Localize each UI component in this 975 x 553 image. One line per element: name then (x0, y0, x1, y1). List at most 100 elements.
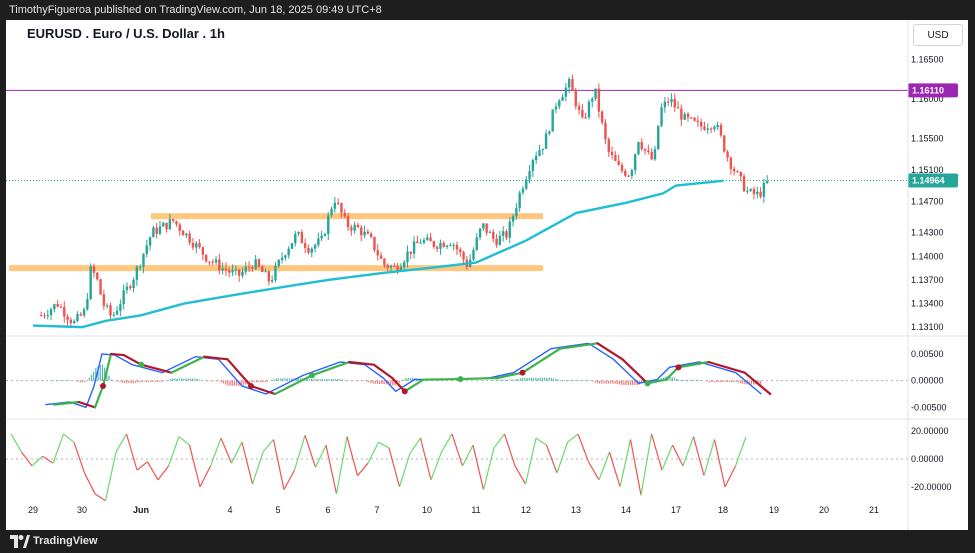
candle-body (287, 248, 290, 256)
candle-body (429, 237, 432, 242)
oscillator-segment (188, 444, 201, 488)
candle-body (175, 221, 178, 225)
macd-signal-segment (203, 355, 229, 361)
macd-signal-segment (391, 376, 406, 393)
candle-body (135, 266, 139, 280)
oscillator-segment (608, 451, 621, 488)
oscillator-segment (42, 455, 54, 464)
oscillator-segment (472, 444, 485, 490)
macd-signal-segment (743, 371, 772, 396)
macd-signal-segment (101, 352, 113, 388)
candle-body (317, 238, 320, 245)
candle-body (224, 268, 228, 271)
oscillator-segment (535, 437, 547, 446)
candle-body (759, 191, 762, 197)
macd-signal-segment (596, 342, 624, 361)
candle-body (567, 79, 571, 88)
candle-body (449, 245, 452, 247)
tradingview-logo-icon[interactable] (10, 535, 30, 548)
candle-body (198, 243, 201, 248)
macd-signal-segment (459, 376, 499, 381)
candle-body (122, 290, 125, 305)
chart-svg[interactable]: 1.16500 1.16000 1.15500 1.15100 1.14700 1.143… (6, 20, 968, 530)
oscillator-segment (430, 451, 443, 481)
candle-body (247, 266, 251, 268)
macd-tick-label: -0.00500 (911, 402, 947, 412)
time-tick-label: 11 (471, 505, 480, 515)
candle-body (49, 309, 53, 316)
time-tick-label: 21 (869, 505, 879, 515)
candle-body (574, 89, 577, 107)
oscillator-segment (283, 469, 296, 490)
candle-body (76, 314, 79, 321)
oscillator-segment (146, 461, 159, 481)
candle-body (142, 253, 145, 267)
macd-signal-segment (521, 347, 562, 374)
candle-body (132, 279, 135, 289)
candle-body (729, 157, 733, 169)
candle-body (333, 202, 337, 209)
candle-body (389, 265, 393, 268)
candle-body (145, 245, 148, 254)
macd-line (45, 342, 762, 409)
candle-body (752, 189, 756, 195)
candle-body (643, 148, 647, 151)
oscillator-segment (272, 439, 285, 490)
tradingview-brand[interactable]: TradingView (33, 535, 98, 547)
candle-body (650, 152, 653, 160)
candle-body (604, 122, 607, 140)
oscillator-segment (220, 437, 233, 464)
candle-body (713, 126, 716, 130)
candle-body (508, 221, 511, 238)
candle-body (630, 170, 634, 176)
oscillator-segment (388, 447, 401, 488)
candle-body (690, 117, 693, 119)
macd-cross-dot (457, 376, 464, 383)
price-label-text: 1.14964 (912, 175, 945, 185)
oscillator-segment (598, 451, 611, 481)
candle-body (300, 231, 304, 244)
oscillator-segment (419, 437, 432, 481)
candle-body (762, 182, 766, 197)
time-tick-label: 30 (77, 505, 87, 515)
oscillator-segment (136, 461, 148, 471)
time-tick-label: 29 (28, 505, 38, 515)
oscillator-segment (83, 472, 96, 495)
candle-body (257, 259, 261, 267)
candle-body (426, 237, 429, 241)
candle-body (600, 111, 604, 123)
candle-body (69, 319, 73, 324)
price-tick-label: 1.13400 (911, 299, 944, 309)
candle-body (353, 224, 356, 231)
macd-signal-segment (310, 360, 351, 377)
candle-body (637, 142, 640, 155)
candle-body (261, 266, 264, 273)
candle-body (732, 168, 736, 172)
candle-body (191, 242, 195, 248)
candle-body (538, 150, 541, 156)
oscillator-segment (314, 444, 327, 468)
chart-panel[interactable]: 1.16500 1.16000 1.15500 1.15100 1.14700 1.143… (6, 20, 968, 530)
candle-body (495, 238, 498, 246)
candle-body (709, 128, 713, 130)
oscillator-segment (63, 433, 75, 443)
oscillator-segment (461, 444, 474, 467)
currency-button[interactable]: USD (913, 24, 963, 46)
macd-signal-segment (646, 378, 668, 385)
candle-body (531, 159, 535, 172)
candle-body (452, 244, 455, 246)
oscillator-segment (157, 465, 169, 481)
oscillator-tick-label: -20.00000 (911, 482, 952, 492)
time-tick-label: 10 (422, 505, 432, 515)
candle-body (46, 315, 49, 317)
candle-body (587, 101, 591, 118)
candle-body (228, 270, 231, 273)
candle-body (277, 259, 280, 266)
candle-body (422, 240, 426, 243)
time-tick-label: 6 (325, 505, 330, 515)
candle-body (264, 271, 267, 273)
candle-body (310, 248, 313, 253)
candle-body (185, 233, 188, 236)
candle-body (666, 101, 670, 103)
candle-body (742, 176, 746, 192)
